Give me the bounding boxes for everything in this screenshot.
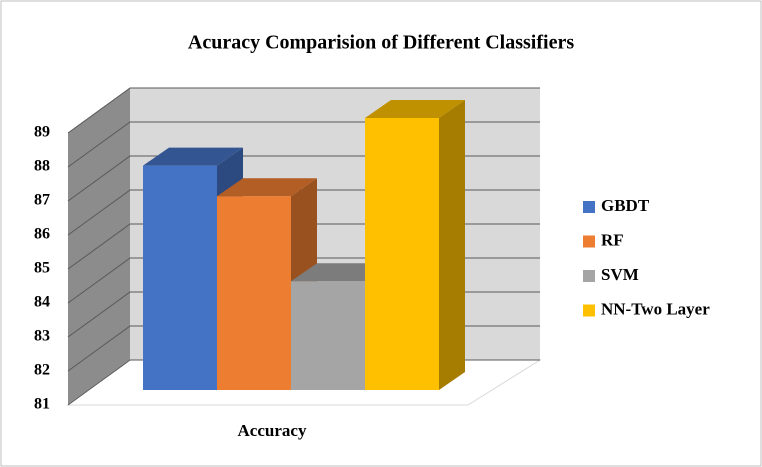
y-tick-label: 87: [34, 192, 50, 209]
y-tick-label: 89: [34, 124, 50, 141]
bar-top: [143, 147, 243, 166]
y-tick-label: 83: [34, 328, 50, 345]
bar-front: [291, 281, 365, 390]
bar-front: [217, 196, 291, 390]
x-tick-label: Accuracy: [238, 421, 307, 440]
y-tick-label: 81: [34, 396, 50, 413]
y-tick-label: 86: [34, 226, 50, 243]
y-tick-label: 85: [34, 260, 50, 277]
legend-label: NN-Two Layer: [601, 299, 710, 318]
legend-swatch: [583, 270, 595, 282]
legend-label: RF: [601, 230, 624, 249]
legend-label: GBDT: [601, 196, 650, 215]
legend-label: SVM: [601, 265, 639, 284]
bar-front: [143, 165, 217, 390]
y-tick-label: 88: [34, 158, 50, 175]
bar-side: [439, 100, 465, 390]
bar-top: [217, 178, 317, 197]
grid-line: [67, 87, 540, 134]
legend-swatch: [583, 304, 595, 317]
legend-swatch: [583, 235, 595, 248]
chart-title: Acuracy Comparision of Different Classif…: [188, 32, 574, 54]
bar: [365, 100, 465, 390]
bar-top: [365, 100, 465, 118]
y-tick-label: 82: [34, 362, 50, 379]
bar-front: [365, 118, 439, 390]
legend-swatch: [583, 201, 595, 213]
y-tick-label: 84: [34, 294, 50, 311]
